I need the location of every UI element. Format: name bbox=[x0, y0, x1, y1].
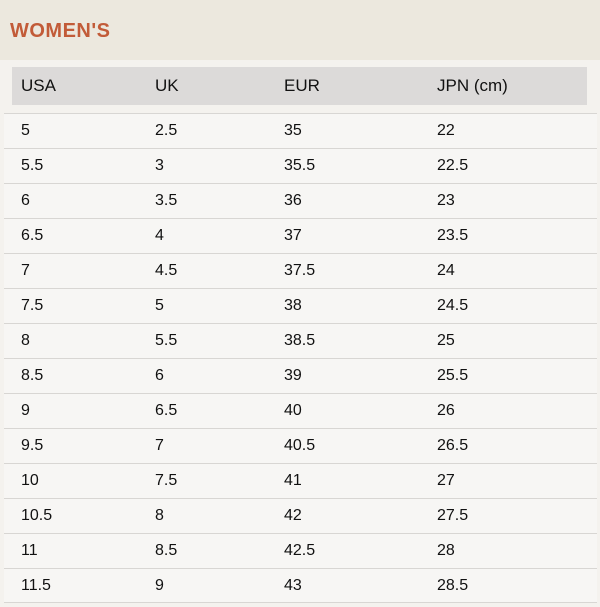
table-row: 11.5 9 43 28.5 bbox=[4, 568, 597, 603]
cell-jpn: 27.5 bbox=[437, 507, 469, 524]
cell-usa: 8 bbox=[21, 332, 30, 349]
cell-usa: 10 bbox=[21, 472, 39, 489]
cell-uk: 7 bbox=[155, 437, 164, 454]
table-row: 7.5 5 38 24.5 bbox=[4, 288, 597, 323]
cell-jpn: 25 bbox=[437, 332, 455, 349]
header-cell-jpn: JPN (cm) bbox=[437, 76, 508, 95]
page-title: WOMEN'S bbox=[10, 20, 111, 42]
cell-uk: 5 bbox=[155, 297, 164, 314]
cell-eur: 37 bbox=[284, 227, 302, 244]
table-row: 5.5 3 35.5 22.5 bbox=[4, 148, 597, 183]
cell-jpn: 25.5 bbox=[437, 367, 469, 384]
cell-eur: 40.5 bbox=[284, 437, 316, 454]
cell-jpn: 26 bbox=[437, 402, 455, 419]
table-row: 7 4.5 37.5 24 bbox=[4, 253, 597, 288]
table-row: 10.5 8 42 27.5 bbox=[4, 498, 597, 533]
cell-uk: 6 bbox=[155, 367, 164, 384]
cell-usa: 11 bbox=[21, 542, 38, 559]
cell-jpn: 28 bbox=[437, 542, 455, 559]
cell-jpn: 23 bbox=[437, 192, 455, 209]
cell-usa: 6.5 bbox=[21, 227, 44, 244]
table-row: 9 6.5 40 26 bbox=[4, 393, 597, 428]
cell-usa: 6 bbox=[21, 192, 30, 209]
cell-uk: 5.5 bbox=[155, 332, 178, 349]
cell-usa: 11.5 bbox=[21, 576, 51, 594]
cell-jpn: 22 bbox=[437, 122, 455, 139]
cell-jpn: 28.5 bbox=[437, 576, 469, 594]
spacer bbox=[0, 60, 600, 67]
section-title-band: WOMEN'S bbox=[0, 0, 600, 60]
cell-usa: 7.5 bbox=[21, 297, 44, 314]
size-table-body: 5 2.5 35 22 5.5 3 35.5 22.5 6 3.5 36 23 6.5 4 37 23.5 7 4… bbox=[4, 113, 597, 603]
cell-uk: 3 bbox=[155, 157, 164, 174]
spacer bbox=[0, 105, 600, 113]
cell-eur: 43 bbox=[284, 576, 302, 594]
table-row: 9.5 7 40.5 26.5 bbox=[4, 428, 597, 463]
cell-eur: 41 bbox=[284, 472, 302, 489]
cell-usa: 9.5 bbox=[21, 437, 44, 454]
cell-eur: 40 bbox=[284, 402, 302, 419]
cell-uk: 2.5 bbox=[155, 122, 178, 139]
cell-usa: 9 bbox=[21, 402, 30, 419]
cell-uk: 4 bbox=[155, 227, 164, 244]
cell-eur: 36 bbox=[284, 192, 302, 209]
cell-jpn: 26.5 bbox=[437, 437, 469, 454]
cell-jpn: 22.5 bbox=[437, 157, 469, 174]
cell-usa: 10.5 bbox=[21, 507, 53, 524]
cell-eur: 38 bbox=[284, 297, 302, 314]
cell-usa: 7 bbox=[21, 262, 30, 279]
cell-jpn: 24 bbox=[437, 262, 455, 279]
cell-eur: 42 bbox=[284, 507, 302, 524]
table-header-row: USA UK EUR JPN (cm) bbox=[0, 67, 600, 105]
table-row: 5 2.5 35 22 bbox=[4, 113, 597, 148]
cell-eur: 42.5 bbox=[284, 542, 316, 559]
table-row: 6 3.5 36 23 bbox=[4, 183, 597, 218]
cell-jpn: 23.5 bbox=[437, 227, 469, 244]
cell-jpn: 27 bbox=[437, 472, 455, 489]
cell-eur: 37.5 bbox=[284, 262, 316, 279]
cell-uk: 7.5 bbox=[155, 472, 178, 489]
table-row: 6.5 4 37 23.5 bbox=[4, 218, 597, 253]
header-cell-usa: USA bbox=[21, 76, 56, 95]
table-row: 8 5.5 38.5 25 bbox=[4, 323, 597, 358]
cell-jpn: 24.5 bbox=[437, 297, 469, 314]
cell-eur: 35.5 bbox=[284, 157, 316, 174]
cell-uk: 8.5 bbox=[155, 542, 178, 559]
header-cell-eur: EUR bbox=[284, 76, 320, 95]
table-row: 10 7.5 41 27 bbox=[4, 463, 597, 498]
cell-uk: 9 bbox=[155, 576, 164, 594]
cell-eur: 38.5 bbox=[284, 332, 316, 349]
header-cell-uk: UK bbox=[155, 76, 179, 95]
cell-uk: 6.5 bbox=[155, 402, 178, 419]
cell-usa: 8.5 bbox=[21, 367, 44, 384]
cell-usa: 5.5 bbox=[21, 157, 44, 174]
cell-eur: 39 bbox=[284, 367, 302, 384]
table-row: 8.5 6 39 25.5 bbox=[4, 358, 597, 393]
table-row: 11 8.5 42.5 28 bbox=[4, 533, 597, 568]
cell-uk: 8 bbox=[155, 507, 164, 524]
cell-uk: 4.5 bbox=[155, 262, 178, 279]
cell-uk: 3.5 bbox=[155, 192, 178, 209]
cell-usa: 5 bbox=[21, 122, 30, 139]
cell-eur: 35 bbox=[284, 122, 302, 139]
